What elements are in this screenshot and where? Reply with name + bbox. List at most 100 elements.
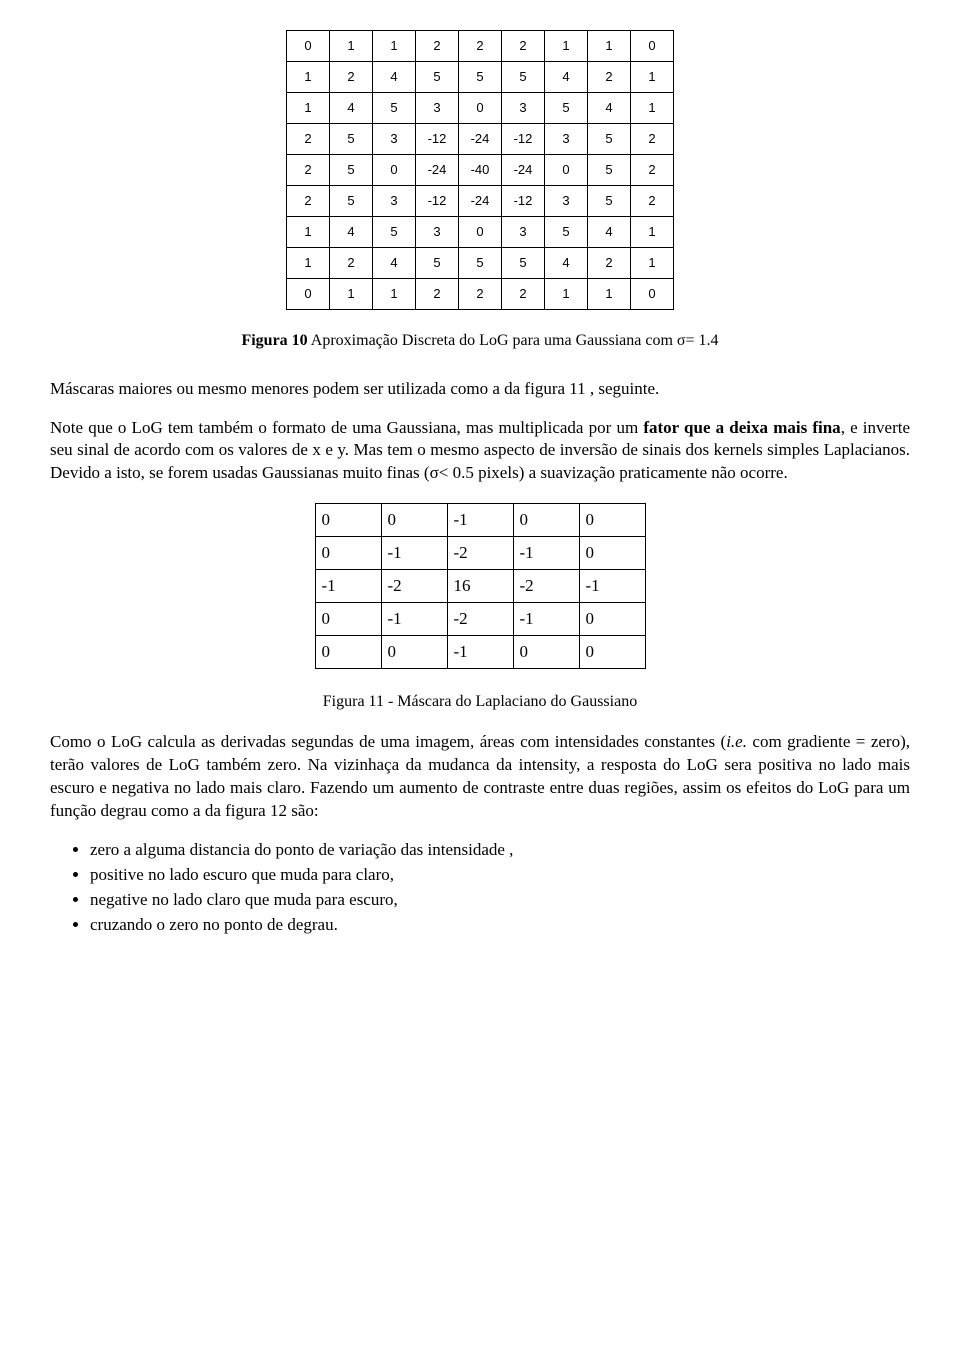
matrix9-cell: 1: [373, 31, 416, 62]
matrix9-cell: 5: [588, 155, 631, 186]
matrix9-cell: 2: [631, 155, 674, 186]
matrix9-cell: 3: [373, 124, 416, 155]
matrix5-cell: 0: [579, 504, 645, 537]
matrix5-cell: 0: [579, 537, 645, 570]
matrix5-cell: -2: [513, 570, 579, 603]
matrix9-cell: 0: [459, 217, 502, 248]
matrix9-cell: 5: [330, 124, 373, 155]
paragraph-1: Máscaras maiores ou mesmo menores podem …: [50, 378, 910, 401]
matrix5-cell: -1: [513, 603, 579, 636]
matrix5-cell: -1: [381, 603, 447, 636]
figure-10-text: Aproximação Discreta do LoG para uma Gau…: [308, 332, 719, 349]
matrix9-cell: 2: [416, 279, 459, 310]
matrix9-cell: 2: [459, 31, 502, 62]
matrix9-cell: 3: [416, 93, 459, 124]
matrix9-cell: -12: [416, 124, 459, 155]
matrix9-cell: 1: [631, 93, 674, 124]
matrix9-cell: 5: [588, 124, 631, 155]
log-9x9-matrix: 011222110124555421145303541253-12-24-123…: [286, 30, 674, 310]
matrix9-cell: 3: [502, 217, 545, 248]
effects-list-item: zero a alguma distancia do ponto de vari…: [90, 839, 910, 862]
matrix5-cell: 0: [381, 504, 447, 537]
matrix9-cell: 5: [373, 93, 416, 124]
matrix5-cell: 0: [579, 603, 645, 636]
para3-part-a: Como o LoG calcula as derivadas segundas…: [50, 732, 726, 751]
matrix9-cell: 1: [287, 62, 330, 93]
matrix9-cell: 0: [459, 93, 502, 124]
log-5x5-matrix: 00-1000-1-2-10-1-216-2-10-1-2-1000-100: [315, 503, 646, 669]
matrix9-cell: 4: [373, 62, 416, 93]
matrix5-cell: -1: [579, 570, 645, 603]
effects-list-item: positive no lado escuro que muda para cl…: [90, 864, 910, 887]
matrix9-cell: 4: [373, 248, 416, 279]
matrix9-cell: 2: [502, 31, 545, 62]
matrix9-cell: -12: [502, 186, 545, 217]
matrix9-cell: 3: [502, 93, 545, 124]
matrix5-cell: -1: [447, 636, 513, 669]
matrix9-cell: 0: [287, 31, 330, 62]
matrix9-cell: 2: [287, 186, 330, 217]
matrix9-cell: 1: [631, 217, 674, 248]
matrix9-cell: 2: [459, 279, 502, 310]
matrix9-cell: 5: [502, 62, 545, 93]
matrix9-cell: 3: [545, 124, 588, 155]
matrix9-cell: 4: [588, 93, 631, 124]
matrix9-cell: 2: [330, 62, 373, 93]
effects-list-item: cruzando o zero no ponto de degrau.: [90, 914, 910, 937]
matrix9-cell: 5: [588, 186, 631, 217]
matrix9-cell: 2: [287, 124, 330, 155]
matrix9-cell: 3: [373, 186, 416, 217]
matrix5-cell: 0: [579, 636, 645, 669]
matrix9-cell: 5: [373, 217, 416, 248]
paragraph-3: Como o LoG calcula as derivadas segundas…: [50, 731, 910, 823]
matrix9-cell: 1: [287, 217, 330, 248]
matrix9-cell: -40: [459, 155, 502, 186]
matrix5-cell: -1: [513, 537, 579, 570]
matrix9-cell: 1: [588, 31, 631, 62]
matrix9-cell: -24: [416, 155, 459, 186]
effects-list-item: negative no lado claro que muda para esc…: [90, 889, 910, 912]
matrix9-cell: 0: [631, 31, 674, 62]
matrix9-cell: 2: [631, 186, 674, 217]
para3-italic: i.e.: [726, 732, 747, 751]
matrix9-cell: 4: [545, 248, 588, 279]
matrix9-cell: 5: [330, 155, 373, 186]
matrix9-cell: 5: [545, 93, 588, 124]
matrix5-cell: -2: [381, 570, 447, 603]
matrix9-cell: -12: [416, 186, 459, 217]
matrix9-cell: 1: [287, 248, 330, 279]
matrix9-cell: 5: [545, 217, 588, 248]
matrix5-cell: 0: [381, 636, 447, 669]
matrix9-cell: 5: [502, 248, 545, 279]
matrix5-cell: -1: [447, 504, 513, 537]
matrix9-cell: 4: [545, 62, 588, 93]
matrix9-cell: 3: [545, 186, 588, 217]
matrix5-cell: -1: [315, 570, 381, 603]
matrix9-cell: 5: [416, 248, 459, 279]
matrix5-cell: -2: [447, 537, 513, 570]
matrix9-cell: 0: [287, 279, 330, 310]
matrix9-cell: 1: [631, 248, 674, 279]
matrix5-cell: 0: [315, 504, 381, 537]
matrix5-cell: 0: [513, 636, 579, 669]
matrix9-cell: 0: [545, 155, 588, 186]
matrix9-cell: -24: [459, 124, 502, 155]
matrix9-cell: 4: [330, 93, 373, 124]
matrix9-cell: -24: [502, 155, 545, 186]
matrix9-cell: 5: [459, 248, 502, 279]
matrix9-cell: 1: [330, 31, 373, 62]
matrix9-cell: 0: [373, 155, 416, 186]
figure-11-caption: Figura 11 - Máscara do Laplaciano do Gau…: [50, 691, 910, 713]
matrix5-cell: -1: [381, 537, 447, 570]
matrix9-cell: 1: [545, 279, 588, 310]
matrix9-cell: 2: [330, 248, 373, 279]
matrix9-cell: 2: [588, 62, 631, 93]
matrix5-cell: 0: [315, 603, 381, 636]
matrix9-cell: 5: [459, 62, 502, 93]
paragraph-2: Note que o LoG tem também o formato de u…: [50, 417, 910, 486]
matrix9-cell: 5: [416, 62, 459, 93]
matrix9-cell: 2: [588, 248, 631, 279]
matrix5-cell: -2: [447, 603, 513, 636]
para2-bold: fator que a deixa mais fina: [643, 418, 840, 437]
para2-part-a: Note que o LoG tem também o formato de u…: [50, 418, 643, 437]
